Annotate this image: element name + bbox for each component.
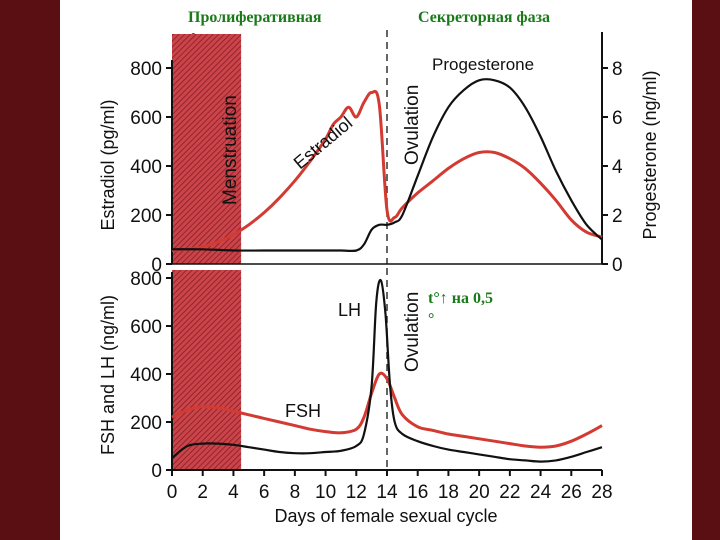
menstruation-band-top xyxy=(172,34,242,264)
estradiol-tick-label: 400 xyxy=(130,157,162,178)
menstruation-label: Menstruation xyxy=(220,95,241,205)
day-tick-label: 26 xyxy=(561,482,582,503)
estradiol-tick-label: 800 xyxy=(130,59,162,80)
progesterone-tick-label: 6 xyxy=(612,108,623,129)
day-tick-label: 22 xyxy=(499,482,520,503)
progesterone-tick-label: 8 xyxy=(612,59,623,80)
estradiol-tick-label: 600 xyxy=(130,108,162,129)
x-axis-label: Days of female sexual cycle xyxy=(274,506,497,526)
progesterone-line xyxy=(171,78,603,253)
progesterone-tick-label: 4 xyxy=(612,157,623,178)
fsh-series-label: FSH xyxy=(285,401,321,421)
fsh-lh-tick-label: 600 xyxy=(130,317,162,338)
fsh-lh-axis-label: FSH and LH (ng/ml) xyxy=(98,295,118,455)
temperature-note-line2: ° xyxy=(428,311,434,328)
lh-line xyxy=(171,278,603,463)
day-tick-label: 8 xyxy=(290,482,301,503)
fsh-lh-tick-label: 200 xyxy=(130,413,162,434)
day-tick-label: 0 xyxy=(167,482,178,503)
fsh-lh-tick-label: 400 xyxy=(130,365,162,386)
day-tick-label: 20 xyxy=(469,482,490,503)
progesterone-axis-label: Progesterone (ng/ml) xyxy=(640,70,660,239)
estradiol-tick-label: 200 xyxy=(130,206,162,227)
day-tick-label: 4 xyxy=(228,482,239,503)
ovulation-label-bottom: Ovulation xyxy=(402,292,423,372)
day-tick-label: 12 xyxy=(346,482,367,503)
temperature-note: t°↑ на 0,5 ° xyxy=(428,290,497,328)
top-panel: 0 200 400 600 800 0 2 4 6 8 Menstruation Estradio… xyxy=(98,30,660,276)
progesterone-tick-label: 2 xyxy=(612,206,623,227)
estradiol-axis-label: Estradiol (pg/ml) xyxy=(98,99,118,230)
day-tick-label: 2 xyxy=(197,482,208,503)
temperature-note-line1: t°↑ на 0,5 xyxy=(428,290,493,307)
estradiol-tick-label: 0 xyxy=(151,255,162,276)
day-tick-label: 16 xyxy=(407,482,428,503)
fsh-lh-tick-label: 800 xyxy=(130,269,162,290)
day-tick-label: 14 xyxy=(376,482,398,503)
day-tick-label: 28 xyxy=(591,482,612,503)
fsh-line xyxy=(171,371,603,449)
day-tick-label: 24 xyxy=(530,482,552,503)
day-tick-label: 10 xyxy=(315,482,336,503)
progesterone-tick-label: 0 xyxy=(612,255,623,276)
day-tick-label: 18 xyxy=(438,482,459,503)
phase-proliferative-line1: Пролиферативная xyxy=(188,9,322,26)
hormone-chart: Пролиферативная фаза Секреторная фаза 02… xyxy=(98,9,660,526)
phase-secretory-label: Секреторная фаза xyxy=(418,9,550,26)
chart-panel: Пролиферативная фаза Секреторная фаза 02… xyxy=(60,0,692,540)
lh-series-label: LH xyxy=(338,300,361,320)
fsh-lh-tick-label: 0 xyxy=(151,461,162,482)
estradiol-series-label: Estradiol xyxy=(290,113,357,173)
ovulation-label-top: Ovulation xyxy=(402,85,423,165)
progesterone-series-label: Progesterone xyxy=(432,55,534,74)
estradiol-line xyxy=(171,89,603,252)
day-tick-label: 6 xyxy=(259,482,270,503)
menstruation-band-bottom xyxy=(172,270,242,470)
top-ticks: 0 200 400 600 800 0 2 4 6 8 xyxy=(130,59,623,276)
